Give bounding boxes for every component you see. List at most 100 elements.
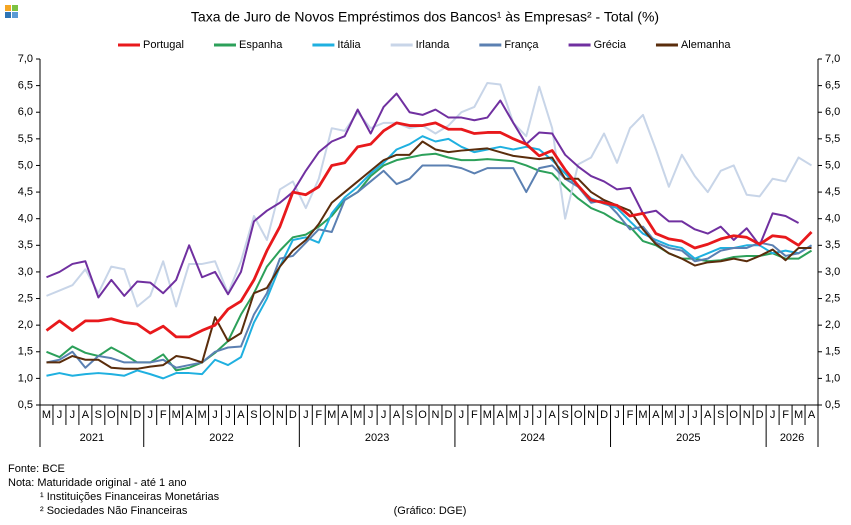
footnote: ² Sociedades Não Financeiras — [40, 505, 188, 517]
x-tick-label: J — [57, 409, 63, 421]
y-tick-label: 6,5 — [18, 80, 33, 92]
legend-label: Itália — [337, 39, 361, 51]
series-line — [46, 135, 813, 380]
y2-tick-label: 7,0 — [825, 53, 840, 65]
series-line — [46, 164, 813, 369]
x-tick-label: F — [160, 409, 167, 421]
x-tick-label: O — [729, 409, 738, 421]
y-tick-label: 4,0 — [18, 213, 33, 225]
y2-tick-label: 3,5 — [825, 239, 840, 251]
y-tick-label: 2,0 — [18, 319, 33, 331]
y-tick-label: 7,0 — [18, 53, 33, 65]
x-tick-label: A — [808, 409, 816, 421]
x-tick-label: A — [497, 409, 505, 421]
year-label: 2023 — [365, 432, 389, 444]
x-tick-label: O — [418, 409, 427, 421]
year-label: 2026 — [780, 432, 804, 444]
y2-tick-label: 6,5 — [825, 80, 840, 92]
x-tick-label: O — [107, 409, 116, 421]
x-tick-label: S — [406, 409, 413, 421]
y-tick-label: 6,0 — [18, 106, 33, 118]
y-tick-label: 1,5 — [18, 346, 33, 358]
x-tick-label: M — [197, 409, 206, 421]
x-tick-label: S — [717, 409, 724, 421]
x-tick-label: S — [95, 409, 102, 421]
x-tick-label: A — [393, 409, 401, 421]
x-tick-label: N — [276, 409, 284, 421]
x-tick-label: O — [574, 409, 583, 421]
x-tick-label: D — [600, 409, 608, 421]
x-tick-label: O — [263, 409, 272, 421]
year-label: 2025 — [676, 432, 700, 444]
y-tick-label: 3,5 — [18, 239, 33, 251]
x-tick-label: J — [536, 409, 542, 421]
y-tick-label: 1,0 — [18, 372, 33, 384]
x-tick-label: N — [743, 409, 751, 421]
source: Fonte: BCE — [8, 463, 65, 475]
y-tick-label: 3,0 — [18, 266, 33, 278]
x-tick-label: J — [225, 409, 231, 421]
note: Nota: Maturidade original - até 1 ano — [8, 477, 187, 489]
y-tick-label: 0,5 — [18, 399, 33, 411]
x-tick-label: M — [483, 409, 492, 421]
y-tick-label: 5,5 — [18, 133, 33, 145]
x-tick-label: D — [756, 409, 764, 421]
x-tick-label: D — [289, 409, 297, 421]
legend-label: Alemanha — [681, 39, 731, 51]
x-tick-label: J — [368, 409, 374, 421]
x-tick-label: M — [42, 409, 51, 421]
x-tick-label: J — [770, 409, 776, 421]
x-tick-label: M — [353, 409, 362, 421]
x-tick-label: D — [133, 409, 141, 421]
x-tick-label: N — [120, 409, 128, 421]
logo — [5, 5, 18, 18]
x-tick-label: F — [782, 409, 789, 421]
x-tick-label: A — [549, 409, 557, 421]
y2-tick-label: 5,0 — [825, 159, 840, 171]
x-tick-label: N — [432, 409, 440, 421]
x-tick-label: J — [303, 409, 309, 421]
x-tick-label: M — [172, 409, 181, 421]
x-tick-label: A — [82, 409, 90, 421]
footnote: ¹ Instituições Financeiras Monetárias — [40, 491, 220, 503]
x-tick-label: F — [471, 409, 478, 421]
x-tick-label: J — [70, 409, 76, 421]
x-tick-label: J — [459, 409, 465, 421]
y-tick-label: 2,5 — [18, 292, 33, 304]
x-tick-label: J — [692, 409, 698, 421]
x-tick-label: A — [341, 409, 349, 421]
legend-label: Grécia — [594, 39, 627, 51]
y2-tick-label: 5,5 — [825, 133, 840, 145]
x-tick-label: A — [704, 409, 712, 421]
y2-tick-label: 4,5 — [825, 186, 840, 198]
y2-tick-label: 6,0 — [825, 106, 840, 118]
y-tick-label: 5,0 — [18, 159, 33, 171]
x-tick-label: J — [147, 409, 153, 421]
x-tick-label: J — [524, 409, 530, 421]
x-tick-label: J — [381, 409, 387, 421]
legend-label: Espanha — [239, 39, 283, 51]
year-label: 2022 — [209, 432, 233, 444]
legend-label: França — [504, 39, 539, 51]
x-tick-label: N — [587, 409, 595, 421]
series-line — [46, 92, 800, 299]
x-tick-label: J — [679, 409, 685, 421]
x-tick-label: J — [212, 409, 218, 421]
x-tick-label: M — [794, 409, 803, 421]
y2-tick-label: 4,0 — [825, 213, 840, 225]
legend-label: Portugal — [143, 39, 184, 51]
y2-tick-label: 2,0 — [825, 319, 840, 331]
y2-tick-label: 3,0 — [825, 266, 840, 278]
year-label: 2024 — [520, 432, 544, 444]
x-tick-label: A — [185, 409, 193, 421]
x-tick-label: F — [627, 409, 634, 421]
x-tick-label: M — [638, 409, 647, 421]
x-tick-label: A — [652, 409, 660, 421]
x-tick-label: S — [250, 409, 257, 421]
x-tick-label: J — [614, 409, 620, 421]
y2-tick-label: 0,5 — [825, 399, 840, 411]
series-line — [46, 152, 813, 372]
credit: (Gráfico: DGE) — [394, 505, 467, 517]
y-tick-label: 4,5 — [18, 186, 33, 198]
